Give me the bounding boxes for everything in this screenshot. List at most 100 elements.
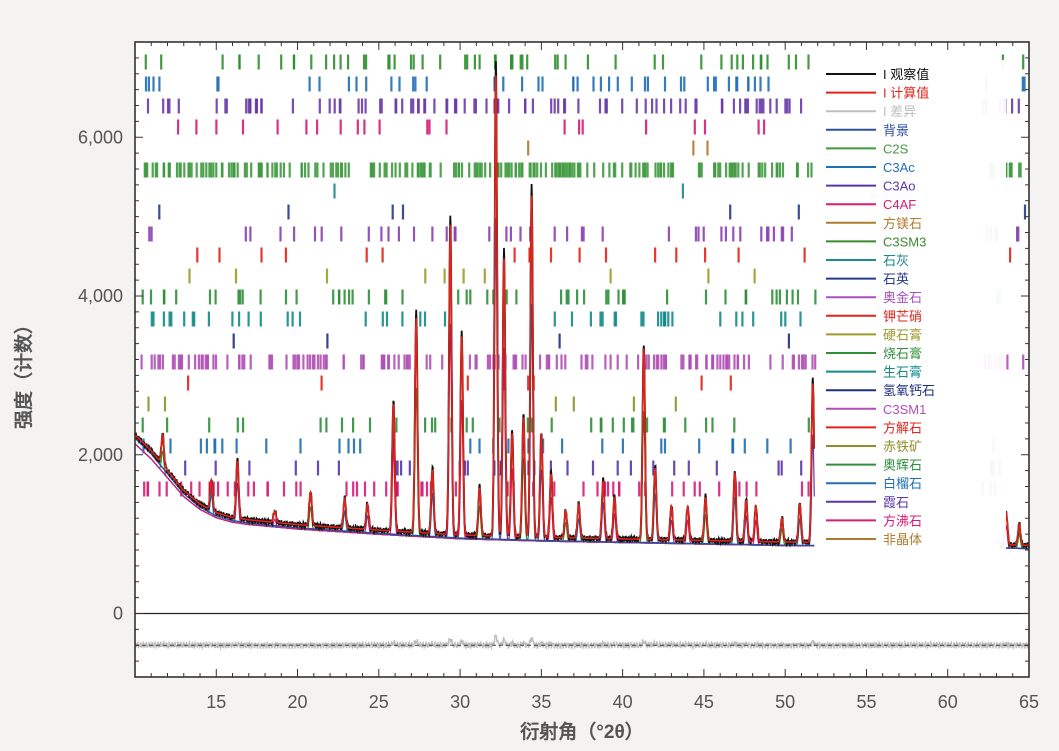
reflection-tick	[721, 98, 724, 114]
reflection-tick	[670, 98, 673, 114]
reflection-tick	[200, 162, 203, 178]
reflection-tick	[629, 460, 632, 476]
reflection-tick	[299, 481, 302, 497]
legend-entry: 方镁石	[826, 216, 922, 231]
reflection-tick	[150, 311, 153, 327]
reflection-tick	[462, 268, 465, 284]
reflection-tick	[741, 54, 744, 70]
reflection-tick	[697, 162, 700, 178]
reflection-tick	[154, 162, 157, 178]
reflection-tick	[759, 54, 762, 70]
reflection-tick	[488, 354, 492, 370]
reflection-tick	[780, 460, 783, 476]
reflection-tick	[642, 162, 645, 178]
reflection-tick	[714, 76, 717, 92]
reflection-tick	[611, 417, 614, 433]
legend-entry: 方解石	[826, 420, 922, 435]
reflection-tick	[550, 98, 553, 114]
reflection-tick	[195, 119, 198, 135]
reflection-tick	[292, 354, 295, 370]
reflection-tick	[302, 354, 305, 370]
reflection-tick	[383, 162, 386, 178]
reflection-tick	[670, 162, 673, 178]
reflection-tick	[226, 481, 229, 497]
reflection-tick	[362, 354, 365, 370]
reflection-tick	[218, 247, 221, 263]
reflection-tick	[529, 162, 532, 178]
reflection-tick	[463, 98, 466, 114]
reflection-tick	[367, 226, 370, 242]
reflection-tick	[316, 354, 320, 370]
reflection-tick	[682, 354, 685, 370]
reflection-tick	[780, 311, 783, 327]
reflection-tick	[775, 98, 778, 114]
y-tick-label: 6,000	[78, 127, 123, 147]
reflection-tick	[214, 460, 217, 476]
reflection-tick	[568, 162, 571, 178]
reflection-tick	[733, 162, 736, 178]
reflection-tick	[177, 98, 180, 114]
reflection-tick	[778, 162, 781, 178]
reflection-tick	[208, 162, 211, 178]
reflection-tick	[237, 289, 240, 305]
reflection-tick	[622, 417, 625, 433]
reflection-tick	[747, 354, 750, 370]
reflection-tick	[566, 226, 569, 242]
reflection-tick	[697, 226, 700, 242]
reflection-tick	[388, 54, 391, 70]
reflection-tick	[425, 481, 429, 497]
reflection-tick	[584, 354, 587, 370]
reflection-tick	[307, 162, 310, 178]
reflection-tick	[578, 119, 581, 135]
reflection-tick	[231, 311, 234, 327]
reflection-tick	[202, 162, 205, 178]
reflection-tick	[700, 375, 703, 391]
reflection-tick	[725, 354, 728, 370]
legend-box	[818, 60, 1006, 550]
reflection-tick	[445, 226, 448, 242]
reflection-tick	[553, 226, 556, 242]
reflection-tick	[215, 119, 218, 135]
reflection-tick	[331, 162, 334, 178]
reflection-tick	[191, 311, 194, 327]
reflection-tick	[663, 98, 666, 114]
reflection-tick	[395, 417, 398, 433]
reflection-tick	[794, 54, 798, 70]
reflection-tick	[397, 226, 400, 242]
reflection-tick	[698, 438, 701, 454]
reflection-tick	[667, 162, 670, 178]
legend-entry: I 差异	[826, 104, 916, 119]
reflection-tick	[196, 247, 199, 263]
reflection-tick	[474, 354, 477, 370]
legend-entry: 烧石膏	[826, 346, 922, 361]
reflection-tick	[614, 54, 617, 70]
reflection-tick	[140, 354, 143, 370]
reflection-tick	[528, 247, 531, 263]
reflection-tick	[318, 76, 321, 92]
reflection-tick	[661, 54, 665, 70]
reflection-tick	[625, 354, 628, 370]
reflection-tick	[561, 438, 564, 454]
reflection-tick	[767, 76, 770, 92]
reflection-tick	[260, 98, 263, 114]
reflection-tick	[732, 98, 735, 114]
reflection-tick	[796, 162, 799, 178]
reflection-tick	[614, 311, 618, 327]
reflection-tick	[789, 438, 792, 454]
reflection-tick	[700, 162, 703, 178]
reflection-tick	[381, 354, 384, 370]
reflection-tick	[1023, 204, 1027, 220]
reflection-tick	[1017, 226, 1020, 242]
reflection-tick	[755, 98, 758, 114]
reflection-tick	[638, 162, 641, 178]
reflection-tick	[158, 481, 161, 497]
reflection-tick	[486, 354, 489, 370]
reflection-tick	[146, 162, 149, 178]
reflection-tick	[184, 460, 187, 476]
legend-entry: I 观察值	[826, 67, 929, 82]
reflection-tick	[212, 354, 215, 370]
reflection-tick	[608, 162, 611, 178]
reflection-tick	[666, 289, 669, 305]
legend-label: C2S	[883, 141, 909, 156]
reflection-tick	[683, 76, 686, 92]
